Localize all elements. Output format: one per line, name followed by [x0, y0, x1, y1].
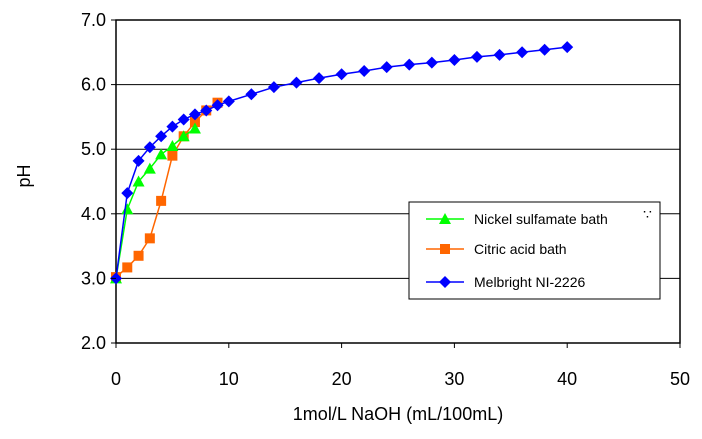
- x-tick-label: 0: [111, 369, 121, 389]
- data-point: [121, 187, 134, 200]
- data-point: [470, 50, 483, 63]
- data-point: [122, 262, 133, 273]
- data-point: [425, 56, 438, 69]
- data-point: [380, 61, 393, 74]
- data-point: [156, 195, 167, 206]
- data-point: [516, 46, 529, 59]
- data-point: [538, 43, 551, 56]
- legend-extra-mark: ∵: [643, 206, 652, 222]
- data-point: [144, 233, 155, 244]
- x-tick-label: 30: [444, 369, 464, 389]
- data-point: [133, 250, 144, 261]
- data-point: [188, 108, 201, 121]
- y-axis-title: pH: [14, 164, 34, 187]
- data-point: [155, 148, 168, 160]
- data-point: [143, 141, 156, 154]
- data-point: [561, 41, 574, 54]
- legend-label: Melbright NI-2226: [474, 274, 585, 290]
- data-point: [143, 162, 156, 174]
- x-axis-ticks: 0 10 20 30 40 50: [111, 343, 690, 389]
- data-point: [189, 117, 200, 128]
- data-point: [132, 154, 145, 167]
- legend-label: Citric acid bath: [474, 241, 567, 257]
- x-axis-title: 1mol/L NaOH (mL/100mL): [293, 404, 503, 424]
- data-point: [290, 76, 303, 89]
- series-line: [115, 102, 218, 278]
- x-tick-label: 10: [219, 369, 239, 389]
- y-tick-label: 7.0: [81, 10, 106, 30]
- legend-label: Nickel sulfamate bath: [474, 211, 608, 227]
- data-point: [166, 139, 179, 151]
- y-tick-label: 6.0: [81, 75, 106, 95]
- y-tick-label: 3.0: [81, 268, 106, 288]
- legend-marker: [439, 213, 451, 224]
- data-point: [188, 122, 201, 134]
- x-tick-label: 20: [332, 369, 352, 389]
- legend-marker: [439, 276, 451, 288]
- data-point: [211, 99, 224, 112]
- y-tick-label: 4.0: [81, 204, 106, 224]
- x-tick-label: 50: [670, 369, 690, 389]
- data-point: [403, 58, 416, 71]
- data-point: [200, 104, 213, 117]
- data-point: [493, 48, 506, 61]
- legend-marker: [440, 244, 450, 254]
- data-point: [313, 72, 326, 85]
- data-point: [177, 130, 190, 142]
- y-axis-ticks: 2.0 3.0 4.0 5.0 6.0 7.0: [81, 10, 116, 353]
- data-point: [267, 81, 280, 94]
- data-point: [166, 120, 179, 133]
- data-point: [358, 65, 371, 78]
- data-point: [245, 88, 258, 101]
- data-point: [155, 130, 168, 143]
- x-tick-label: 40: [557, 369, 577, 389]
- data-point: [132, 175, 145, 187]
- data-point: [177, 113, 190, 126]
- data-point: [167, 150, 178, 161]
- y-tick-label: 2.0: [81, 333, 106, 353]
- data-point: [222, 95, 235, 108]
- data-point: [448, 54, 461, 67]
- data-point: [335, 68, 348, 81]
- legend: ∵ Nickel sulfamate bath Citric acid bath M…: [408, 201, 661, 300]
- y-tick-label: 5.0: [81, 139, 106, 159]
- legend-box: [408, 201, 661, 300]
